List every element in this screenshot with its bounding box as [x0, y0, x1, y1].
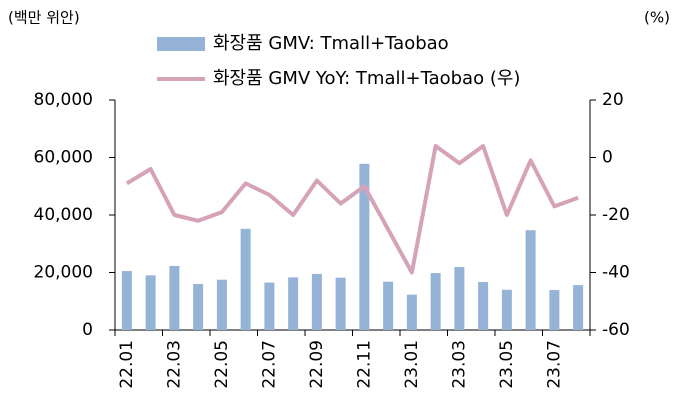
y2-tick-label: 20 [602, 90, 624, 110]
y-tick-label: 0 [82, 320, 93, 340]
bar [406, 294, 417, 330]
bar [288, 277, 299, 330]
y-tick-label: 60,000 [34, 148, 93, 168]
x-tick-label: 22.01 [117, 340, 137, 389]
bar [216, 279, 227, 330]
bar [359, 163, 370, 330]
legend-label: 화장품 GMV YoY: Tmall+Taobao (우) [213, 68, 520, 89]
x-tick-label: 22.07 [259, 340, 279, 389]
bar [454, 267, 465, 330]
bar [169, 265, 180, 330]
y-tick-label: 20,000 [34, 263, 93, 283]
x-tick-label: 22.05 [212, 340, 232, 389]
bar [193, 284, 204, 330]
x-tick-label: 23.07 [544, 340, 564, 389]
bar [145, 275, 156, 330]
y-tick-label: 40,000 [34, 205, 93, 225]
bar [121, 271, 132, 330]
line [125, 144, 579, 275]
y2-unit: (%) [644, 9, 670, 27]
y-unit: (백만 위안) [8, 9, 80, 27]
legend-swatch [157, 37, 205, 51]
x-tick-label: 23.03 [449, 340, 469, 389]
x-tick-label: 22.11 [354, 340, 374, 389]
y2-tick-label: -20 [602, 205, 630, 225]
bar [478, 281, 489, 330]
bar [311, 273, 322, 330]
bar [264, 282, 275, 330]
x-tick-label: 23.05 [497, 340, 517, 389]
legend-label: 화장품 GMV: Tmall+Taobao [213, 33, 449, 54]
bar [430, 273, 441, 330]
bar [525, 230, 536, 330]
y2-tick-label: -40 [602, 263, 630, 283]
bar [383, 281, 394, 330]
bar [549, 290, 560, 330]
y2-tick-label: -60 [602, 320, 630, 340]
x-tick-label: 22.03 [164, 340, 184, 389]
bar [573, 285, 584, 330]
bar [240, 228, 251, 330]
x-tick-label: 22.09 [307, 340, 327, 389]
bar [501, 289, 512, 330]
y2-tick-label: 0 [602, 148, 613, 168]
y-tick-label: 80,000 [34, 90, 93, 110]
x-tick-label: 23.01 [402, 340, 422, 389]
bar [335, 277, 346, 330]
